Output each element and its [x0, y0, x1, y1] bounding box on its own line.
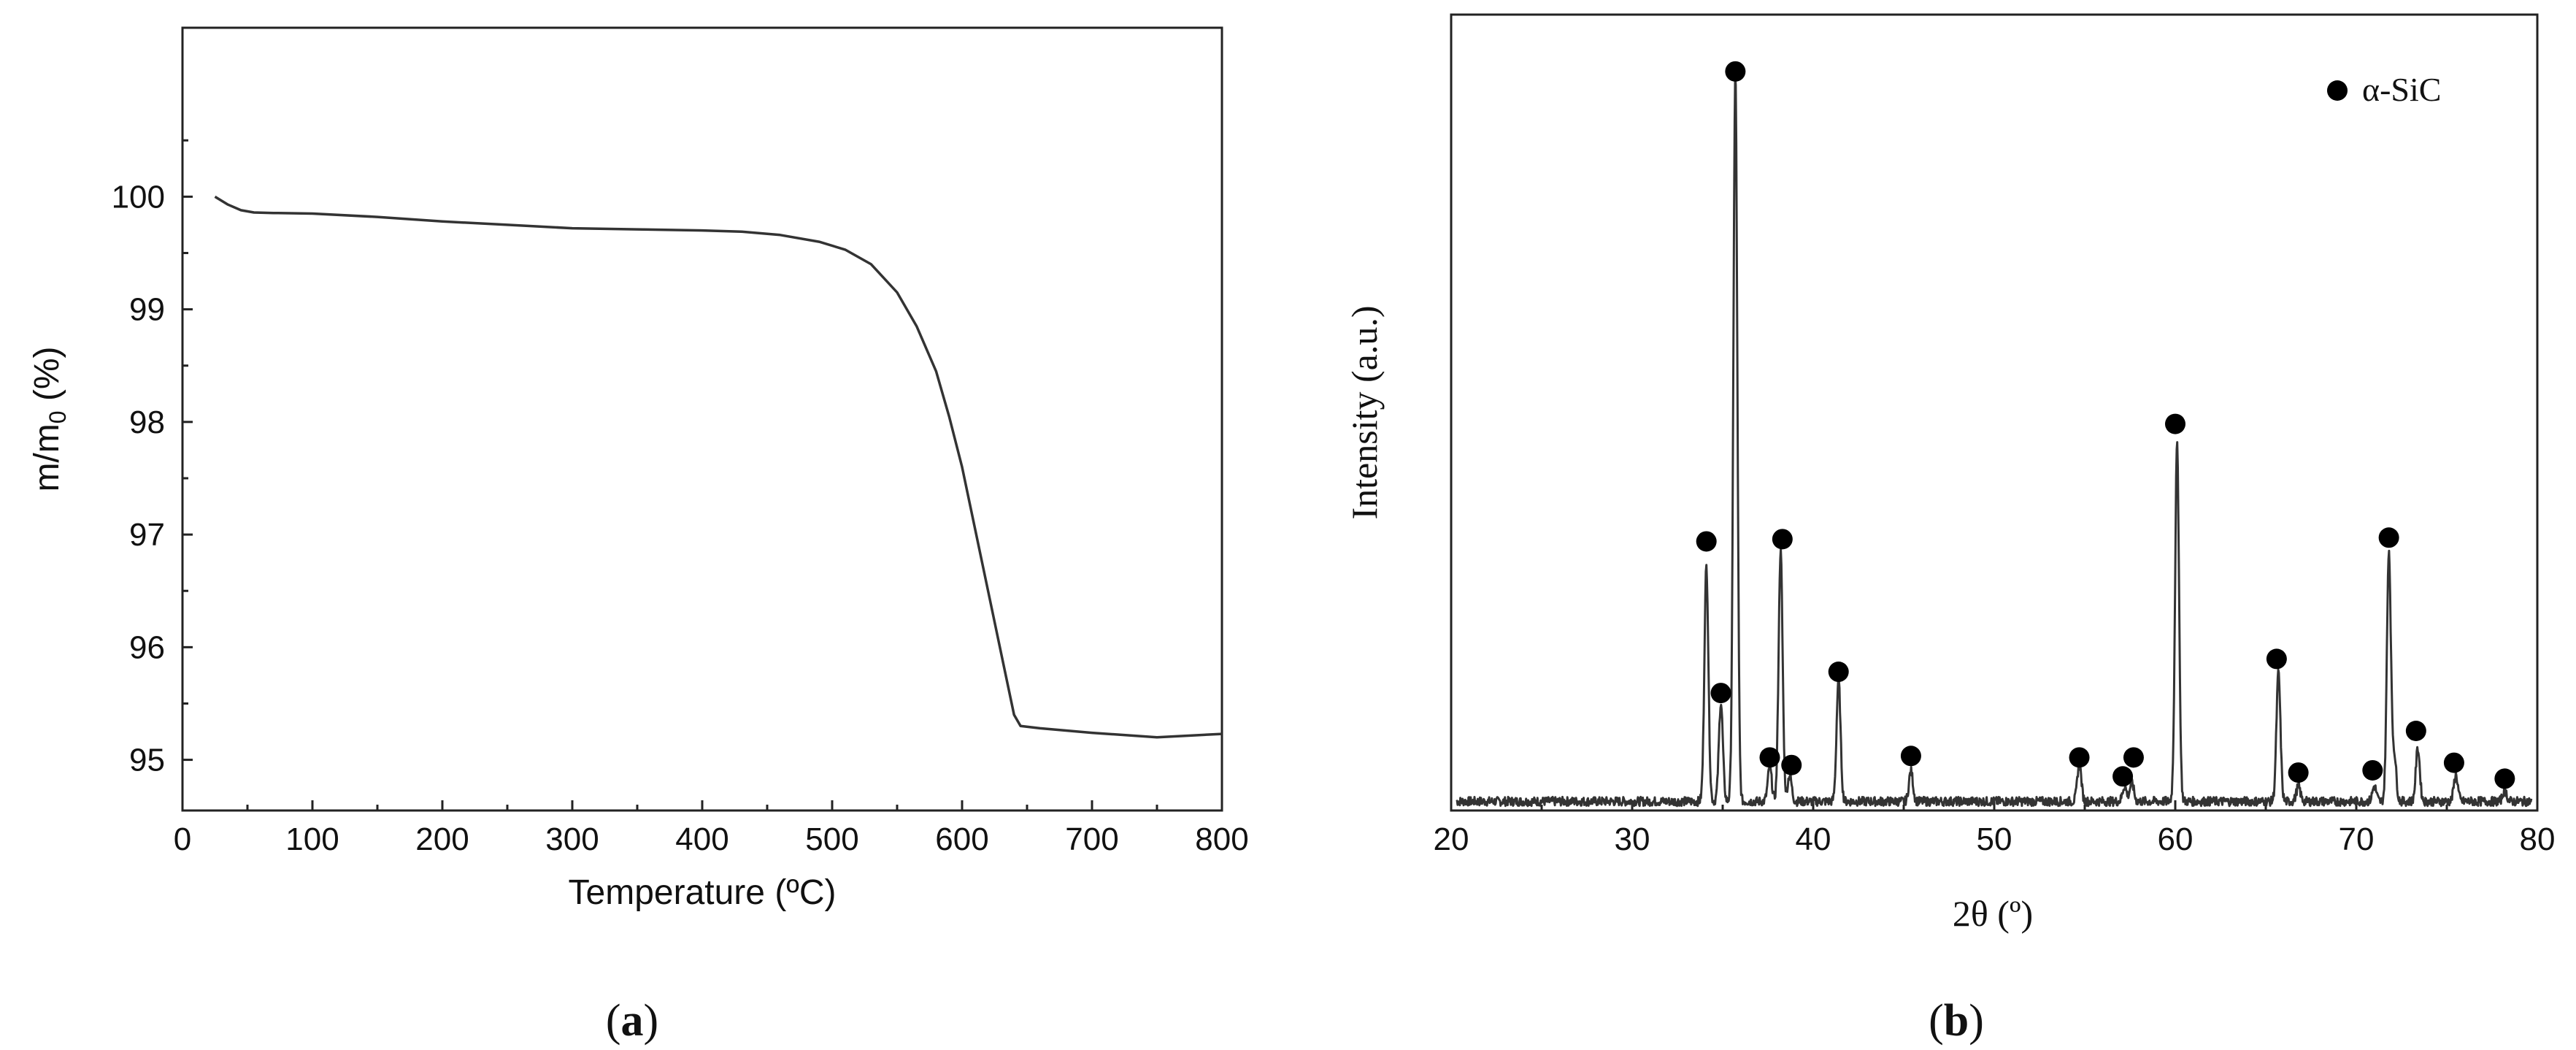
chart-a-y-axis-label: m/m0 (%) — [28, 346, 71, 491]
chart-b-legend-label: α-SiC — [2362, 71, 2441, 108]
chart-a-x-tick-label: 800 — [1195, 821, 1248, 857]
chart-b-peak-marker — [2288, 762, 2309, 783]
chart-b-peak-marker — [1759, 747, 1780, 768]
chart-a-x-tick-label: 300 — [545, 821, 599, 857]
chart-b-peak-marker — [2069, 747, 2090, 768]
chart-a-x-tick-label: 500 — [805, 821, 858, 857]
chart-a-x-tick-label: 400 — [675, 821, 728, 857]
chart-b-x-tick-label: 70 — [2339, 821, 2375, 857]
chart-a-x-tick-label: 700 — [1065, 821, 1118, 857]
chart-b-peak-marker — [2112, 766, 2134, 787]
chart-b-frame — [1450, 13, 2539, 812]
chart-b-peak-marker — [2165, 413, 2185, 434]
chart-a-y-tick-label: 99 — [129, 292, 165, 328]
chart-b-x-tick-label: 80 — [2520, 821, 2556, 857]
chart-b-x-tick-label: 40 — [1796, 821, 1831, 857]
chart-b-x-tick-label: 20 — [1434, 821, 1469, 857]
chart-b-peak-marker — [2443, 752, 2464, 773]
chart-a-x-tick-label: 0 — [174, 821, 191, 857]
chart-b-peak-marker — [2266, 648, 2287, 670]
chart-b-peak-marker — [2362, 759, 2383, 781]
chart-b-panel-label: (b) — [1929, 996, 1984, 1046]
chart-b-peak-marker — [1781, 754, 1802, 775]
chart-a-y-tick-label: 97 — [129, 517, 165, 553]
chart-b-y-axis-label: Intensity (a.u.) — [1344, 306, 1385, 520]
chart-b-x-tick-label: 30 — [1615, 821, 1650, 857]
chart-b-peak-marker — [1828, 662, 1849, 683]
chart-a-series-line — [214, 195, 1223, 739]
chart-b-pattern-line — [1456, 74, 2533, 808]
chart-b-x-tick-label: 60 — [2158, 821, 2194, 857]
chart-b-x-axis-label: 2θ (º) — [1953, 893, 2033, 934]
chart-a-y-tick-label: 100 — [112, 179, 165, 215]
chart-b-peak-marker — [2378, 527, 2399, 548]
chart-b-peak-marker — [2405, 721, 2426, 741]
chart-b: 20 30 40 50 60 70 80 α-SiC 2θ (º) Intensity (a… — [1344, 13, 2556, 1046]
chart-b-peak-marker — [1696, 531, 1717, 552]
chart-a-y-ticks: 95 96 97 98 99 100 — [112, 139, 193, 778]
chart-b-x-tick-label: 50 — [1977, 821, 2012, 857]
chart-a-panel-label: (a) — [606, 996, 658, 1046]
chart-a-x-axis-label: Temperature (ºC) — [569, 873, 837, 912]
chart-b-peak-marker — [2494, 768, 2515, 789]
chart-a-y-tick-label: 98 — [129, 405, 165, 440]
chart-a-x-tick-label: 200 — [415, 821, 469, 857]
chart-a-frame — [181, 26, 1223, 812]
chart-b-peak-marker — [2123, 747, 2144, 768]
chart-a-y-tick-label: 95 — [129, 743, 165, 778]
chart-b-peak-marker — [1710, 683, 1731, 704]
chart-b-legend-marker — [2327, 80, 2348, 101]
chart-a-y-tick-label: 96 — [129, 629, 165, 665]
chart-a: 0 100 200 300 400 500 600 700 800 9596979899100 … — [28, 26, 1249, 1046]
chart-a-x-tick-label: 100 — [285, 821, 339, 857]
chart-b-x-ticks: 20 30 40 50 60 70 80 — [1434, 800, 2556, 857]
chart-b-peak-marker — [1725, 61, 1746, 82]
chart-b-peak-markers — [1696, 61, 2515, 789]
chart-a-x-tick-label: 600 — [935, 821, 988, 857]
chart-b-peak-marker — [1772, 529, 1793, 550]
chart-b-peak-marker — [1900, 746, 1921, 767]
chart-a-x-ticks: 0 100 200 300 400 500 600 700 800 — [174, 800, 1249, 857]
